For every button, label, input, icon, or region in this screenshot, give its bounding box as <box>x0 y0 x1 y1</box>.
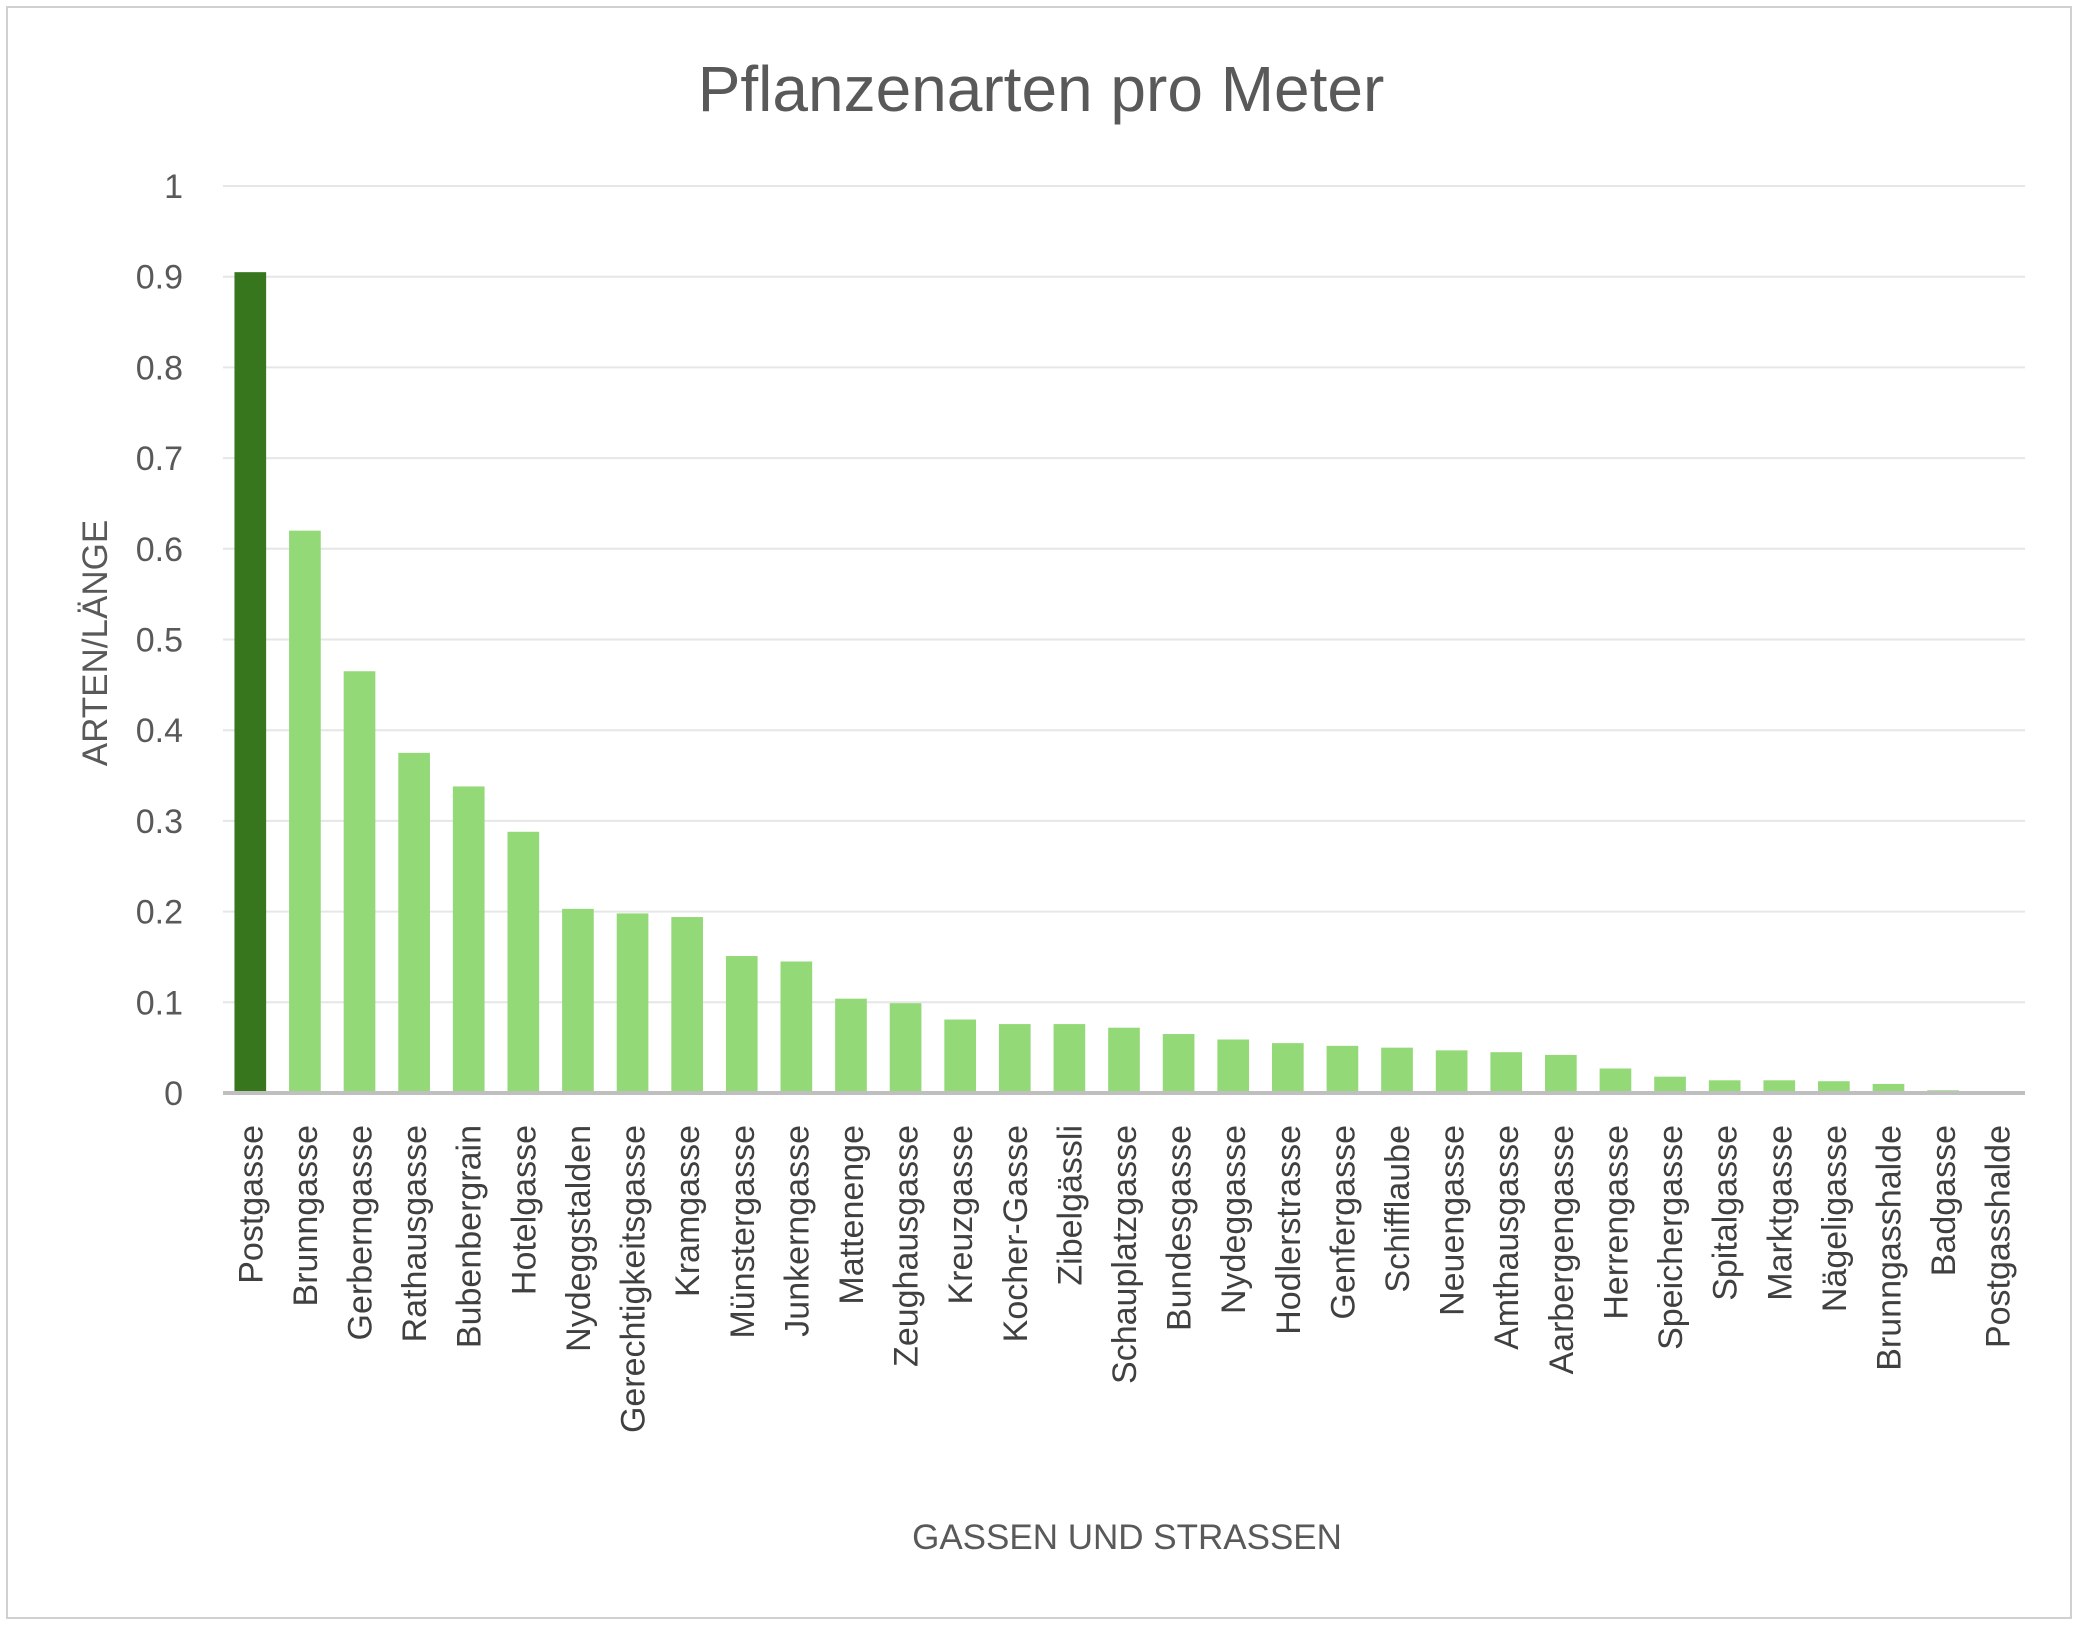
x-category-label: Neuengasse <box>1434 1125 1472 1316</box>
bar <box>1654 1076 1686 1093</box>
bar <box>1545 1054 1577 1093</box>
x-category-label: Nägeligasse <box>1816 1125 1854 1312</box>
x-category-label: Kreuzgasse <box>942 1125 980 1305</box>
x-category-label: Münstergasse <box>724 1125 762 1339</box>
bars <box>234 272 1959 1093</box>
bar <box>1108 1027 1140 1093</box>
x-category-label: Nydeggstalden <box>560 1125 598 1352</box>
bar <box>452 786 485 1093</box>
y-tick-label: 0.9 <box>136 259 183 297</box>
bar <box>562 908 594 1093</box>
y-tick-label: 0.7 <box>136 440 183 478</box>
bar <box>671 917 703 1093</box>
chart-title: Pflanzenarten pro Meter <box>698 53 1385 125</box>
bar <box>1053 1024 1086 1093</box>
x-category-label: Kramgasse <box>669 1125 707 1297</box>
bar <box>944 1019 977 1093</box>
bar <box>725 956 758 1093</box>
x-category-label: Postgasse <box>232 1125 270 1284</box>
bar <box>343 671 376 1093</box>
bar <box>1872 1083 1905 1093</box>
y-tick-label: 0.8 <box>136 349 183 387</box>
x-category-label: Badgasse <box>1925 1125 1963 1276</box>
bar <box>889 1003 922 1093</box>
y-tick-label: 0.4 <box>136 712 183 750</box>
x-category-label: Herrengasse <box>1597 1125 1635 1320</box>
bar <box>507 831 540 1093</box>
y-tick-label: 0.1 <box>136 984 183 1022</box>
x-axis-category-labels: Postgasse Brunngasse Gerberngasse Rathausga… <box>232 1125 2017 1433</box>
x-category-label: Hotelgasse <box>505 1125 543 1295</box>
x-category-label: Schauplatzgasse <box>1106 1125 1144 1384</box>
x-category-label: Spitalgasse <box>1707 1125 1745 1301</box>
x-category-label: Kocher-Gasse <box>997 1125 1035 1342</box>
bar-chart: Pflanzenarten pro Meter 0 0.1 0.2 0.3 0.4 0.5… <box>76 53 2025 1557</box>
bar <box>1326 1045 1359 1093</box>
bar <box>1599 1068 1632 1093</box>
x-category-label: Rathausgasse <box>396 1125 434 1342</box>
bar <box>289 530 321 1093</box>
bar <box>1217 1039 1250 1093</box>
x-category-label: Bubenbergrain <box>451 1125 489 1348</box>
bar <box>234 272 267 1093</box>
x-category-label: Nydeggasse <box>1215 1125 1253 1314</box>
y-tick-label: 0 <box>164 1075 183 1113</box>
bar <box>998 1024 1031 1093</box>
bar <box>1763 1080 1796 1093</box>
x-category-label: Gerechtigkeitsgasse <box>615 1125 653 1433</box>
x-category-label: Schifflaube <box>1379 1125 1417 1293</box>
bar <box>1162 1034 1195 1093</box>
chart-frame: Pflanzenarten pro Meter 0 0.1 0.2 0.3 0.4 0.5… <box>6 6 2072 1619</box>
x-category-label: Brunngasse <box>287 1125 325 1306</box>
bar <box>780 961 813 1093</box>
x-axis-title: GASSEN UND STRASSEN <box>912 1518 1342 1557</box>
y-axis-title: ARTEN/LÄNGE <box>76 520 115 766</box>
x-category-label: Aarbergengasse <box>1543 1125 1581 1375</box>
gridlines <box>223 185 2025 1004</box>
x-category-label: Zibelgässli <box>1051 1125 1089 1286</box>
bar <box>1435 1050 1468 1093</box>
x-category-label: Postgasshalde <box>1980 1125 2018 1348</box>
x-category-label: Junkerngasse <box>778 1125 816 1337</box>
x-category-label: Bundesgasse <box>1161 1125 1199 1331</box>
bar <box>1490 1052 1523 1093</box>
bar <box>1818 1081 1850 1093</box>
bar <box>398 752 430 1093</box>
y-tick-label: 0.3 <box>136 803 183 841</box>
x-category-label: Marktgasse <box>1761 1125 1799 1301</box>
x-category-label: Amthausgasse <box>1488 1125 1526 1350</box>
y-axis-ticks: 0 0.1 0.2 0.3 0.4 0.5 0.6 0.7 0.8 0.9 1 <box>136 168 183 1113</box>
bar <box>1708 1080 1741 1093</box>
x-category-label: Gerberngasse <box>342 1125 380 1340</box>
x-category-label: Mattenenge <box>833 1125 871 1305</box>
bar <box>616 913 649 1093</box>
bar <box>1381 1047 1413 1093</box>
y-tick-label: 0.6 <box>136 531 183 569</box>
x-category-label: Genfergasse <box>1324 1125 1362 1320</box>
y-tick-label: 0.5 <box>136 622 183 660</box>
y-tick-label: 0.2 <box>136 894 183 932</box>
bar <box>1271 1043 1304 1093</box>
bar <box>835 998 867 1093</box>
y-tick-label: 1 <box>164 168 183 206</box>
x-category-label: Speichergasse <box>1652 1125 1690 1350</box>
x-category-label: Hodlerstrasse <box>1270 1125 1308 1335</box>
x-category-label: Brunngasshalde <box>1870 1125 1908 1371</box>
x-category-label: Zeughausgasse <box>888 1125 926 1367</box>
